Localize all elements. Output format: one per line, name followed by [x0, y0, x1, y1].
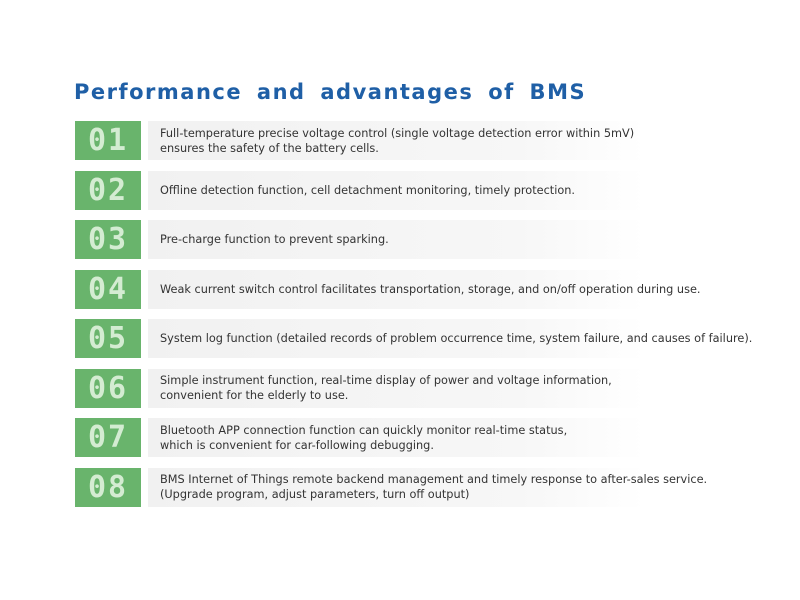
feature-row: 05 System log function (detailed records … — [75, 319, 775, 358]
feature-line: which is convenient for car-following de… — [160, 438, 434, 452]
feature-text: Pre-charge function to prevent sparking. — [148, 220, 768, 259]
feature-number: 02 — [75, 170, 141, 210]
feature-line: convenient for the elderly to use. — [160, 389, 349, 402]
feature-line: (Upgrade program, adjust parameters, tur… — [160, 488, 470, 501]
feature-line: ensures the safety of the battery cells. — [160, 141, 379, 155]
feature-row: 06 Simple instrument function, real-time … — [75, 368, 775, 408]
feature-text: Weak current switch control facilitates … — [148, 269, 768, 309]
feature-number: 06 — [75, 368, 141, 408]
feature-number: 01 — [75, 121, 141, 160]
feature-line: BMS Internet of Things remote backend ma… — [160, 473, 708, 486]
feature-row: 08 BMS Internet of Things remote backend … — [75, 467, 775, 507]
feature-line: Pre-charge function to prevent sparking. — [160, 233, 389, 246]
feature-line: Bluetooth APP connection function can qu… — [160, 423, 568, 437]
feature-text: Bluetooth APP connection function can qu… — [148, 418, 768, 457]
feature-line: Offline detection function, cell detachm… — [160, 183, 576, 197]
feature-line: Weak current switch control facilitates … — [160, 282, 701, 296]
feature-number: 04 — [75, 269, 141, 309]
feature-row: 01 Full-temperature precise voltage contr… — [75, 121, 775, 160]
feature-line: System log function (detailed records of… — [160, 332, 753, 345]
feature-number: 03 — [75, 220, 141, 259]
title: Performance and advantages of BMS — [74, 80, 587, 104]
feature-text: System log function (detailed records of… — [148, 319, 768, 358]
feature-row: 03 Pre-charge function to prevent sparkin… — [75, 220, 775, 259]
feature-number: 07 — [75, 418, 141, 457]
feature-row: 02 Offline detection function, cell detac… — [75, 170, 775, 210]
feature-text: Full-temperature precise voltage control… — [148, 121, 768, 160]
feature-number: 05 — [75, 319, 141, 358]
feature-text: BMS Internet of Things remote backend ma… — [148, 467, 768, 507]
feature-text: Simple instrument function, real-time di… — [148, 368, 768, 408]
feature-row: 07 Bluetooth APP connection function can … — [75, 418, 775, 457]
feature-line: Full-temperature precise voltage control… — [160, 126, 635, 140]
feature-number: 08 — [75, 467, 141, 507]
feature-row: 04 Weak current switch control facilitate… — [75, 269, 775, 309]
feature-text: Offline detection function, cell detachm… — [148, 170, 768, 210]
feature-line: Simple instrument function, real-time di… — [160, 374, 612, 387]
